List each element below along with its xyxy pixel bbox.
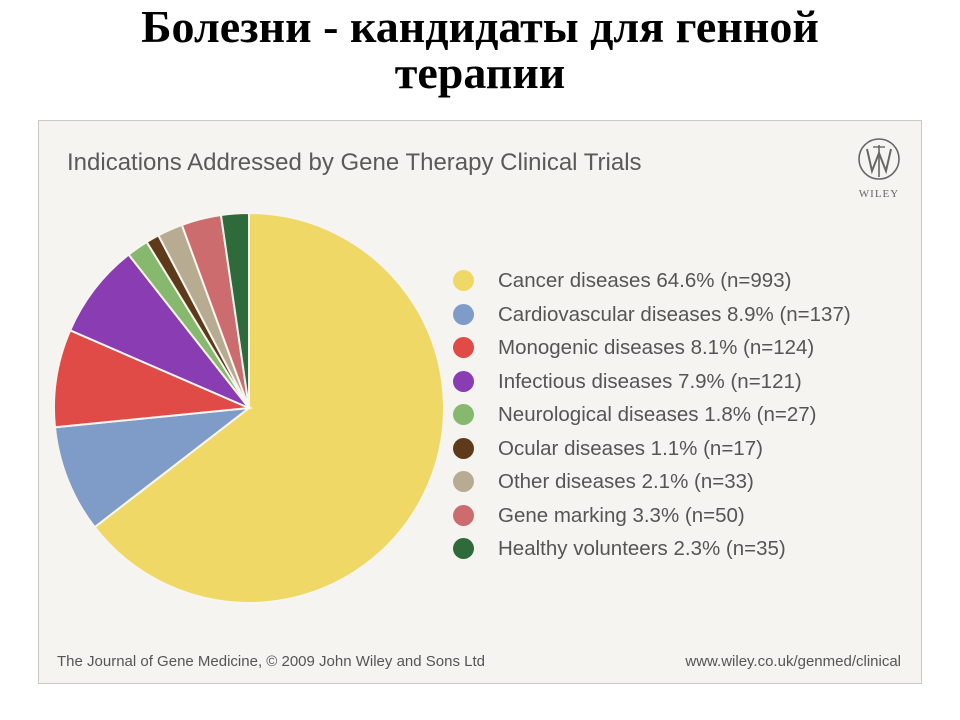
legend-swatch-2 <box>453 337 474 358</box>
wiley-logo-text: WILEY <box>858 188 900 200</box>
legend-label-3: Infectious diseases 7.9% (n=121) <box>498 369 802 393</box>
legend-item-6: Other diseases 2.1% (n=33) <box>453 465 851 499</box>
wiley-logo-icon <box>858 138 900 180</box>
legend-label-5: Ocular diseases 1.1% (n=17) <box>498 436 763 460</box>
slide-title-line-1: Болезни - кандидаты для генной <box>141 1 819 52</box>
footer-citation: The Journal of Gene Medicine, © 2009 Joh… <box>57 653 485 670</box>
footer-url: www.wiley.co.uk/genmed/clinical <box>685 653 901 670</box>
slide-title: Болезни - кандидаты для генной терапии <box>0 0 960 96</box>
legend-swatch-8 <box>453 538 474 559</box>
chart-title: Indications Addressed by Gene Therapy Cl… <box>67 149 642 176</box>
legend-label-6: Other diseases 2.1% (n=33) <box>498 470 754 493</box>
legend-label-7: Gene marking 3.3% (n=50) <box>498 503 745 527</box>
legend-swatch-5 <box>453 437 474 459</box>
legend-item-3: Infectious diseases 7.9% (n=121) <box>453 365 851 399</box>
pie-slice-3 <box>68 253 250 409</box>
legend: Cancer diseases 64.6% (n=993) Cardiovascu… <box>453 264 851 566</box>
legend-item-1: Cardiovascular diseases 8.9% (n=137) <box>453 298 851 332</box>
legend-item-5: Ocular diseases 1.1% (n=17) <box>453 432 851 466</box>
legend-label-8: Healthy volunteers 2.3% (n=35) <box>498 537 786 560</box>
pie-slice-0 <box>93 211 445 604</box>
slide-title-line-2: терапии <box>394 47 566 98</box>
pie-chart <box>53 211 445 604</box>
legend-label-4: Neurological diseases 1.8% (n=27) <box>498 403 817 426</box>
legend-item-0: Cancer diseases 64.6% (n=993) <box>453 264 851 298</box>
legend-swatch-1 <box>453 303 474 325</box>
legend-swatch-7 <box>453 504 474 526</box>
chart-panel: Indications Addressed by Gene Therapy Cl… <box>38 120 922 684</box>
legend-item-8: Healthy volunteers 2.3% (n=35) <box>453 532 851 566</box>
legend-label-2: Monogenic diseases 8.1% (n=124) <box>498 336 815 359</box>
legend-item-7: Gene marking 3.3% (n=50) <box>453 499 851 533</box>
wiley-logo: WILEY <box>851 137 907 207</box>
legend-item-2: Monogenic diseases 8.1% (n=124) <box>453 331 851 365</box>
legend-label-1: Cardiovascular diseases 8.9% (n=137) <box>498 302 851 326</box>
legend-swatch-4 <box>453 404 474 425</box>
legend-label-0: Cancer diseases 64.6% (n=993) <box>498 269 792 292</box>
legend-swatch-3 <box>453 370 474 392</box>
legend-swatch-0 <box>453 270 474 291</box>
pie-slice-2 <box>53 329 253 429</box>
pie-slice-8 <box>219 211 250 409</box>
legend-item-4: Neurological diseases 1.8% (n=27) <box>453 398 851 432</box>
legend-swatch-6 <box>453 471 474 492</box>
pie-slice-1 <box>53 406 253 529</box>
